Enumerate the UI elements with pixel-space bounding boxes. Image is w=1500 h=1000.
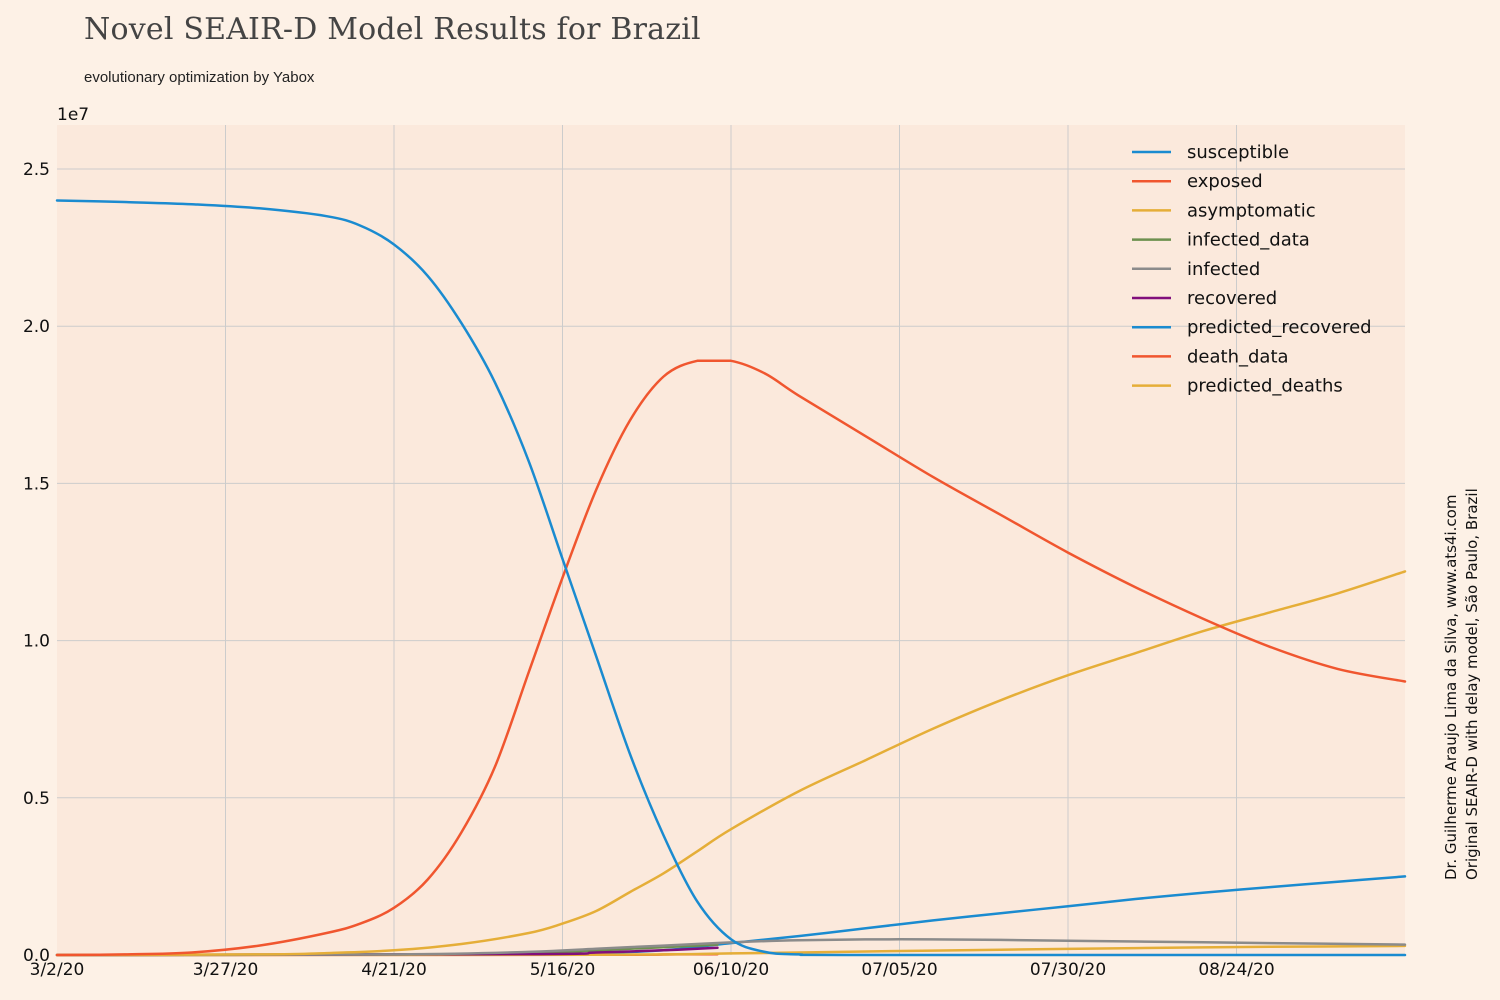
legend-item-recovered: recovered [1132, 288, 1277, 309]
legend-item-exposed: exposed [1132, 171, 1263, 192]
x-tick-label: 07/30/20 [1030, 960, 1106, 980]
x-tick-label: 08/24/20 [1198, 960, 1274, 980]
series-line-infected [55, 938, 1407, 957]
series-lines [55, 199, 1407, 957]
y-tick-label: 1.5 [23, 474, 50, 494]
legend-item-infected: infected [1132, 259, 1260, 280]
y-offset-label: 1e7 [57, 105, 89, 125]
y-tick-label: 2.5 [23, 160, 50, 180]
x-tick-label: 3/2/20 [30, 960, 85, 980]
legend-item-death-data: death_data [1132, 346, 1289, 367]
series-line-susceptible [55, 199, 1407, 957]
legend-item-predicted-deaths: predicted_deaths [1132, 376, 1343, 397]
legend-label: asymptomatic [1187, 200, 1316, 221]
chart-title: Novel SEAIR-D Model Results for Brazil [84, 12, 701, 47]
author-credit-line-2: Original SEAIR-D with delay model, São P… [1463, 488, 1481, 880]
legend-label: recovered [1187, 288, 1277, 309]
legend-label: infected [1187, 259, 1260, 280]
y-tick-label: 0.5 [23, 789, 50, 809]
x-tick-label: 07/05/20 [861, 960, 937, 980]
axes: 3/2/20 3/27/20 4/21/20 5/16/20 06/10/20 07/05… [23, 105, 1275, 980]
y-tick-label: 1.0 [23, 632, 50, 652]
legend-item-predicted-recovered: predicted_recovered [1132, 317, 1372, 338]
legend-item-susceptible: susceptible [1132, 142, 1289, 163]
grid-lines [57, 125, 1405, 955]
author-credit-line-1: Dr. Guilherme Araujo Lima da Silva, www.… [1442, 494, 1460, 880]
x-tick-label: 3/27/20 [193, 960, 259, 980]
y-tick-label: 0.0 [23, 946, 50, 966]
legend-label: predicted_deaths [1187, 376, 1343, 397]
x-tick-label: 4/21/20 [361, 960, 427, 980]
series-line-exposed [55, 359, 1407, 957]
legend-label: exposed [1187, 171, 1263, 192]
y-tick-label: 2.0 [23, 317, 50, 337]
legend-item-asymptomatic: asymptomatic [1132, 200, 1316, 221]
legend-label: predicted_recovered [1187, 317, 1372, 338]
legend-label: susceptible [1187, 142, 1289, 163]
legend: susceptible exposed asymptomatic infected_d… [1132, 142, 1372, 397]
series-line-asymptomatic [55, 570, 1407, 957]
x-tick-label: 5/16/20 [530, 960, 596, 980]
chart-subtitle: evolutionary optimization by Yabox [84, 69, 315, 86]
legend-label: death_data [1187, 346, 1289, 367]
x-tick-label: 06/10/20 [693, 960, 769, 980]
legend-label: infected_data [1187, 230, 1310, 251]
author-credit: Dr. Guilherme Araujo Lima da Silva, www.… [1441, 488, 1483, 880]
legend-item-infected-data: infected_data [1132, 230, 1310, 251]
